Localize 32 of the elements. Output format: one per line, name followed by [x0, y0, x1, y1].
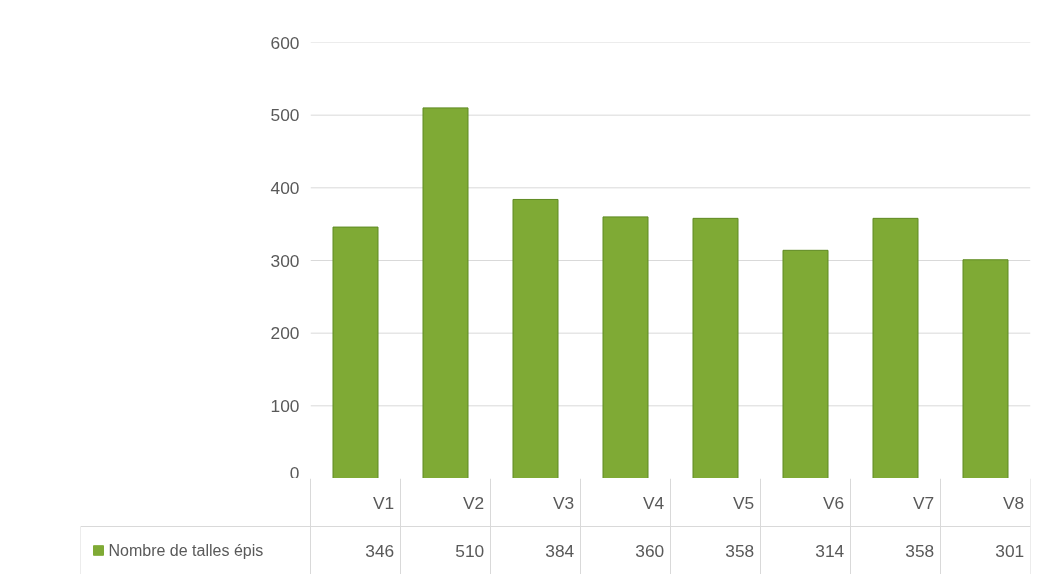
y-tick-label: 300 [270, 250, 300, 271]
bar [332, 226, 379, 478]
bar [602, 216, 649, 478]
x-tick-label: V7 [913, 492, 935, 513]
data-label: 314 [815, 540, 845, 561]
bar [512, 198, 559, 478]
y-tick-label: 600 [270, 32, 300, 53]
bar [422, 107, 469, 478]
y-tick-label: 200 [270, 323, 300, 344]
bar [692, 217, 739, 478]
x-tick-label: V4 [643, 492, 665, 513]
y-tick-label: 500 [270, 105, 300, 126]
data-label: 384 [545, 540, 575, 561]
x-tick-label: V8 [1003, 492, 1025, 513]
x-tick-label: V5 [733, 492, 755, 513]
data-label: 510 [455, 540, 485, 561]
data-label: 358 [905, 540, 935, 561]
data-label: 358 [725, 540, 755, 561]
data-label: 301 [995, 540, 1025, 561]
legend-label: Nombre de talles épis [108, 542, 264, 559]
x-tick-label: V6 [823, 492, 845, 513]
y-tick-label: 0 [289, 462, 300, 483]
y-tick-label: 400 [270, 177, 300, 198]
x-tick-label: V1 [373, 492, 395, 513]
data-label: 346 [365, 540, 395, 561]
y-tick-label: 100 [270, 395, 300, 416]
data-label: 360 [635, 540, 665, 561]
bar [872, 217, 919, 478]
bar [782, 249, 829, 478]
bar [962, 259, 1009, 478]
x-tick-label: V3 [553, 492, 575, 513]
x-tick-label: V2 [463, 492, 485, 513]
